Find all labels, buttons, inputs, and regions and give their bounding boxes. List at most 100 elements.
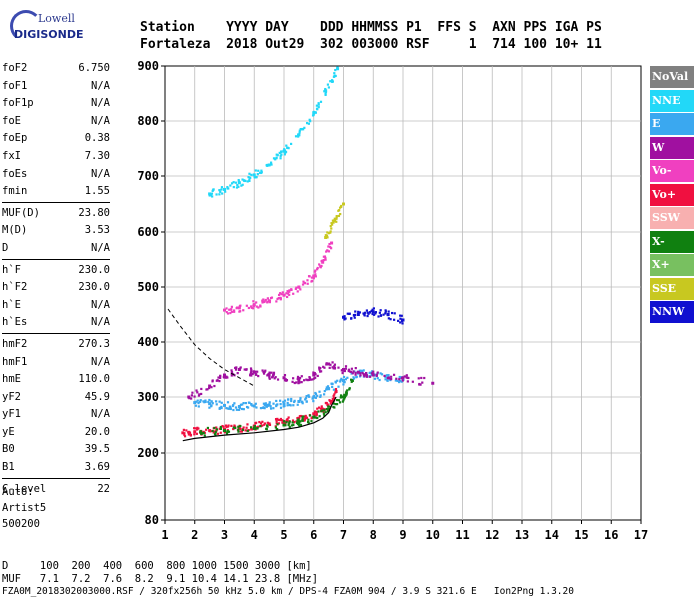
echo-dot [265, 404, 268, 407]
echo-dot [277, 297, 280, 300]
echo-dot [254, 402, 257, 405]
echo-dot [287, 398, 290, 401]
echo-dot [215, 403, 218, 406]
logo-bottom-text: DIGISONDE [14, 28, 84, 41]
legend-item-noval: NoVal [650, 66, 694, 88]
echo-dot [189, 433, 193, 436]
echo-dot [286, 146, 289, 149]
param-label: foF1p [2, 97, 34, 110]
echo-dot [306, 121, 309, 125]
echo-dot [331, 361, 334, 364]
echo-dot [324, 401, 327, 405]
echo-dot [274, 376, 277, 379]
echo-dot [234, 406, 238, 409]
param-value: 3.69 [84, 461, 110, 474]
echo-dot [311, 114, 315, 117]
echo-dot [339, 380, 342, 383]
param-label: h`E [2, 298, 21, 311]
echo-dot [198, 393, 201, 396]
echo-dot [397, 380, 401, 384]
echo-dot [274, 158, 277, 161]
echo-dot [315, 104, 318, 107]
echo-dot [333, 406, 336, 409]
param-value: N/A [91, 79, 110, 92]
param-separator [2, 332, 110, 334]
echo-dot [273, 377, 276, 380]
echo-dot [288, 290, 291, 293]
echo-dot [254, 176, 257, 179]
echo-dot [293, 420, 296, 424]
echo-dot [322, 412, 325, 415]
echo-dot [354, 371, 357, 374]
echo-dot [268, 423, 272, 426]
echo-dot [350, 372, 353, 375]
echo-dot [283, 420, 286, 423]
legend-item-sse: SSE [650, 277, 694, 300]
echo-dot [249, 176, 252, 179]
echo-dot [211, 379, 214, 382]
echo-dot [266, 301, 269, 304]
echo-dot [291, 380, 294, 383]
echo-dot [343, 397, 346, 400]
echo-dot [248, 178, 251, 181]
echo-dot [314, 396, 317, 399]
echo-dot [208, 398, 211, 402]
echo-dot [228, 308, 231, 311]
echo-dot [235, 307, 238, 310]
echo-dot [328, 366, 331, 369]
param-label: fmin [2, 185, 28, 198]
echo-dot [276, 297, 279, 301]
echo-dot [323, 409, 326, 412]
param-row-foep: foEp 0.38 [2, 130, 110, 148]
echo-dot [394, 379, 397, 382]
point-x [350, 379, 354, 382]
echo-dot [319, 367, 322, 370]
echo-dot [333, 397, 336, 400]
echo-dot [215, 193, 218, 196]
echo-dot [393, 318, 396, 321]
echo-dot [240, 407, 244, 411]
echo-dot [283, 373, 287, 377]
echo-dot [398, 378, 401, 381]
dashed-curve-line [167, 308, 255, 387]
echo-dot [255, 421, 258, 424]
echo-dot [256, 370, 259, 373]
point-w [371, 373, 375, 377]
echo-dot [312, 371, 315, 374]
echo-dot [275, 420, 278, 423]
param-row-he: h`E N/A [2, 297, 110, 315]
echo-dot [304, 398, 307, 401]
echo-dot [338, 206, 342, 209]
echo-dot [250, 173, 253, 176]
echo-dot [326, 231, 329, 234]
echo-dot [335, 220, 338, 223]
echo-dot [219, 427, 223, 431]
point-nne [223, 187, 226, 191]
echo-dot [362, 374, 366, 377]
echo-dot [215, 428, 219, 431]
param-value: N/A [91, 316, 110, 329]
echo-dot [290, 397, 293, 401]
echo-dot [262, 298, 265, 301]
echo-dot [268, 301, 271, 304]
echo-dot [288, 289, 291, 292]
point-e [208, 402, 212, 406]
echo-dot [348, 387, 351, 390]
echo-dot [239, 304, 242, 307]
echo-dot [249, 367, 253, 370]
echo-dot [224, 190, 227, 193]
echo-dot [399, 314, 402, 317]
echo-dot [237, 185, 240, 188]
echo-dot [210, 192, 214, 195]
echo-dot [306, 279, 309, 282]
echo-dot [398, 375, 401, 379]
echo-dot [213, 432, 217, 436]
y-tick-label: 900 [137, 59, 159, 73]
echo-dot [208, 194, 211, 197]
echo-dot [244, 401, 247, 405]
echo-dot [364, 371, 368, 375]
echo-dot [239, 424, 242, 428]
echo-dot [263, 423, 266, 426]
echo-dot [301, 283, 305, 286]
point-x [223, 429, 226, 433]
